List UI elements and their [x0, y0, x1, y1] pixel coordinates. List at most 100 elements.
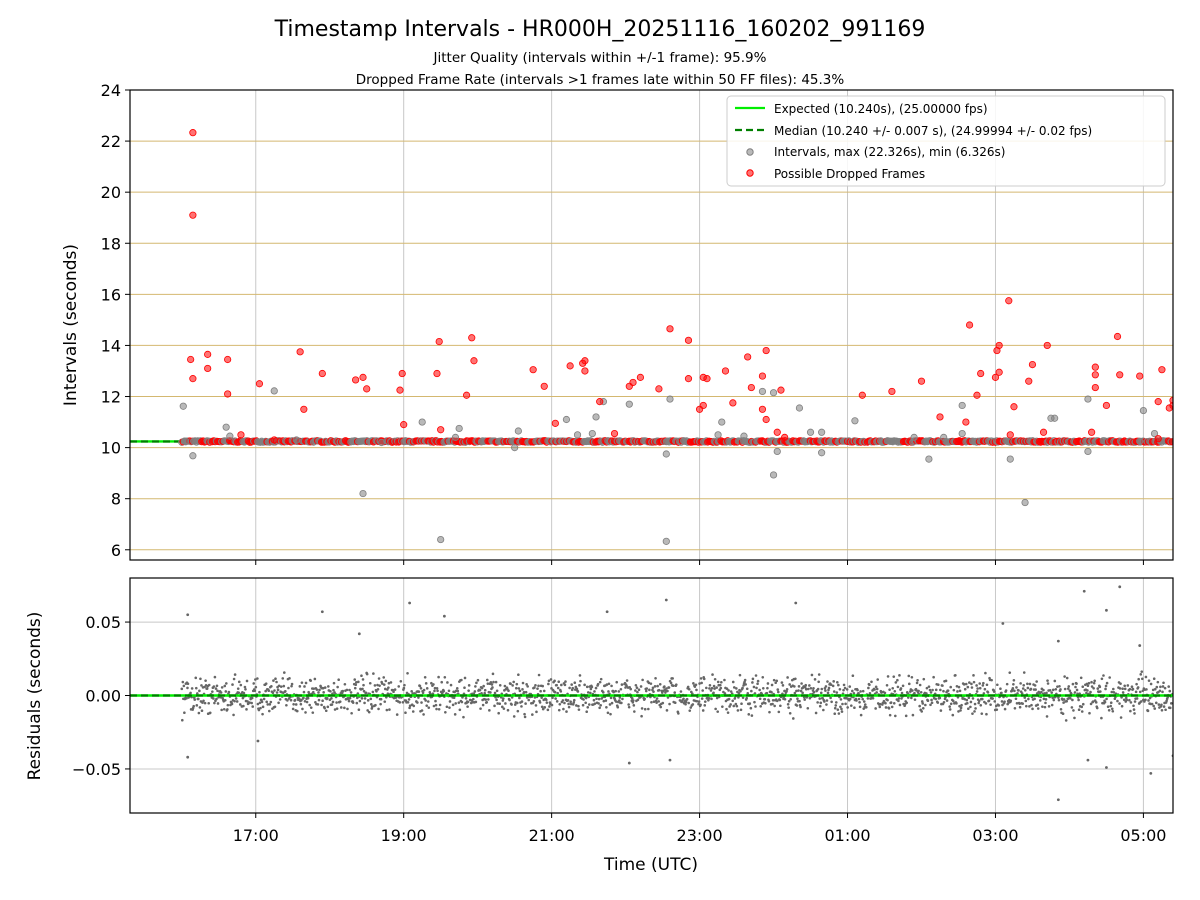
dropped-frame-point — [636, 373, 645, 381]
residual-point — [212, 697, 215, 700]
residual-point — [958, 689, 962, 693]
residual-point — [1063, 687, 1067, 691]
residual-point — [863, 703, 867, 706]
residual-point — [379, 702, 382, 706]
residual-point — [886, 698, 889, 702]
residual-point — [794, 677, 797, 681]
residual-point — [482, 684, 485, 688]
residual-point — [915, 689, 918, 692]
residual-point — [655, 701, 658, 704]
residual-point — [567, 705, 571, 709]
residual-point — [1029, 687, 1033, 691]
dropped-frame-point — [1102, 401, 1111, 410]
residual-point — [1035, 692, 1039, 695]
residual-point — [417, 696, 420, 699]
interval-point — [181, 437, 190, 445]
residual-point — [294, 703, 298, 706]
residual-point — [235, 700, 239, 703]
dropped-frame-point — [270, 436, 278, 444]
residual-point — [806, 706, 810, 710]
residual-point — [290, 682, 294, 686]
residual-point — [1019, 682, 1022, 685]
residual-point — [387, 686, 390, 689]
residual-point — [853, 706, 856, 710]
residual-point — [707, 697, 711, 700]
residual-point — [351, 701, 355, 704]
residual-point — [795, 689, 798, 693]
residual-point — [399, 679, 403, 683]
residual-point — [977, 699, 981, 703]
residual-point — [320, 703, 323, 707]
residual-point — [472, 697, 475, 701]
residual-point — [713, 687, 716, 690]
residual-point — [535, 710, 538, 714]
dropped-frame-point — [703, 375, 711, 383]
interval-point — [437, 535, 445, 544]
residual-point — [982, 692, 986, 695]
residual-point — [792, 717, 795, 720]
residual-point — [633, 710, 636, 713]
residuals-points — [180, 585, 1173, 802]
residual-point — [466, 700, 470, 704]
residual-point — [309, 706, 313, 709]
dropped-frame-point — [437, 426, 445, 434]
residual-point — [1081, 702, 1085, 706]
residual-point — [1106, 705, 1110, 709]
residual-point — [256, 677, 259, 680]
residual-point — [350, 711, 353, 715]
residual-point — [233, 673, 237, 676]
residual-point — [817, 680, 820, 684]
residual-point — [1120, 704, 1124, 708]
residual-point — [498, 702, 502, 706]
dropped-frame-point — [888, 387, 896, 396]
residual-point — [766, 682, 770, 685]
residual-point — [830, 700, 833, 704]
dropped-frame-point — [596, 398, 604, 406]
residual-point — [749, 706, 753, 710]
residual-point — [1125, 698, 1129, 702]
residual-point — [572, 698, 576, 702]
interval-point — [377, 438, 386, 447]
residual-point — [778, 698, 782, 702]
residual-point — [1043, 705, 1047, 709]
residual-point — [727, 689, 730, 692]
residual-point — [536, 687, 539, 690]
residual-point — [930, 701, 934, 705]
residual-point — [1139, 673, 1143, 676]
residual-point — [336, 685, 339, 689]
residual-point — [1123, 687, 1127, 691]
residual-point — [558, 702, 562, 706]
interval-point — [1051, 414, 1059, 422]
residual-point — [744, 683, 747, 686]
residual-point — [583, 683, 586, 687]
residual-point — [758, 697, 762, 701]
residual-point — [189, 691, 192, 695]
residual-point — [656, 684, 659, 688]
residual-point — [1144, 675, 1148, 679]
residual-point — [300, 681, 304, 684]
dropped-frame-point — [1091, 371, 1099, 379]
residual-point — [997, 704, 1001, 707]
residual-point — [844, 702, 847, 706]
residual-point — [745, 696, 748, 700]
dropped-frame-point — [684, 336, 693, 344]
residual-point — [616, 705, 620, 709]
residual-point — [1107, 709, 1111, 712]
residual-point — [924, 703, 927, 707]
interval-point — [769, 471, 778, 479]
residual-point — [729, 703, 732, 706]
residual-point — [1026, 686, 1030, 690]
residual-point — [661, 701, 665, 705]
residual-point — [419, 686, 423, 690]
residual-point — [673, 691, 677, 694]
residual-point — [339, 706, 343, 709]
residual-point — [542, 689, 546, 693]
residual-point — [302, 696, 305, 700]
residual-point — [495, 698, 498, 702]
residual-point — [1095, 706, 1099, 710]
residual-point — [967, 707, 970, 711]
residual-point — [961, 697, 964, 700]
residual-point — [1031, 707, 1034, 711]
residual-point — [609, 712, 612, 716]
residual-point — [401, 701, 405, 704]
